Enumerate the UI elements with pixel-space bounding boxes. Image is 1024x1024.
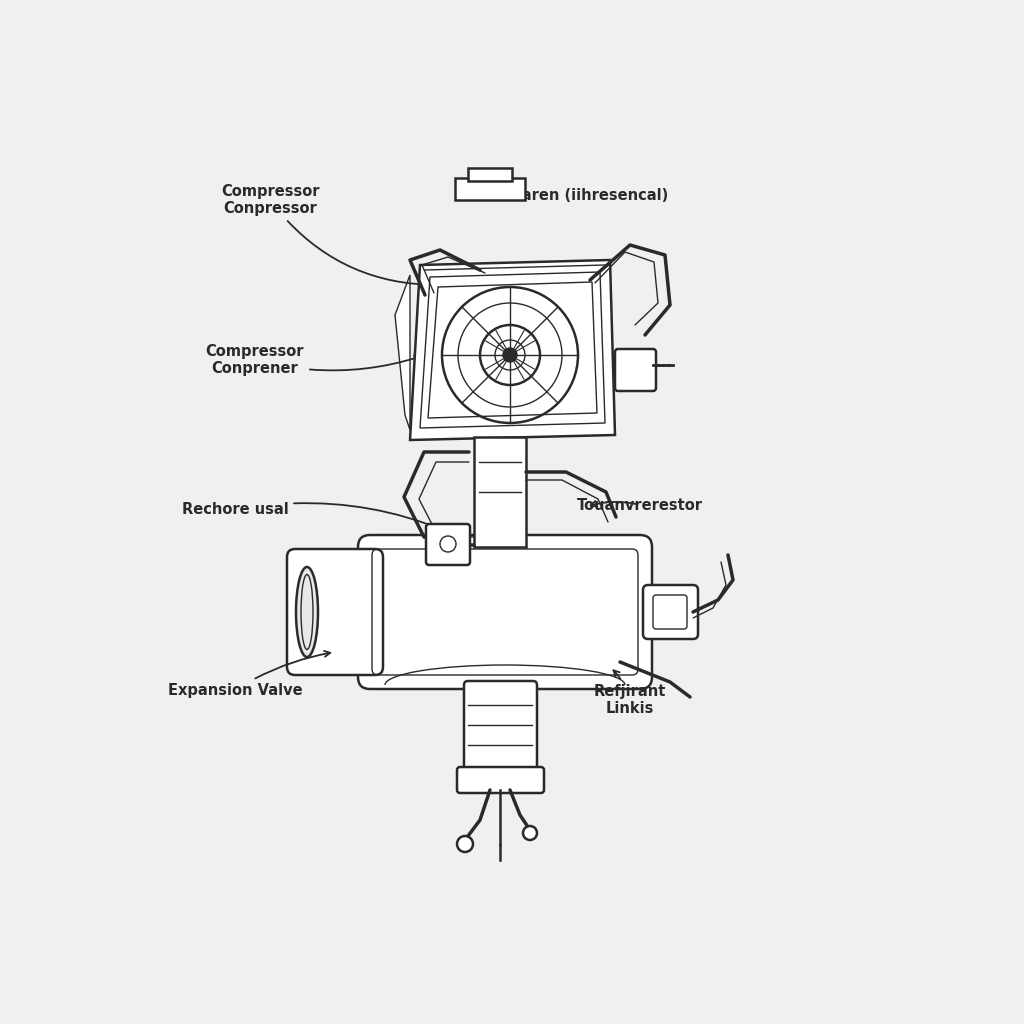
FancyBboxPatch shape [426, 524, 470, 565]
Circle shape [457, 836, 473, 852]
Text: Caren (iihresencal): Caren (iihresencal) [495, 185, 669, 203]
Bar [468, 168, 512, 181]
Bar [455, 178, 525, 200]
Text: Rechore usal: Rechore usal [181, 503, 443, 530]
Circle shape [523, 826, 537, 840]
FancyBboxPatch shape [464, 681, 537, 774]
FancyBboxPatch shape [287, 549, 383, 675]
FancyBboxPatch shape [643, 585, 698, 639]
Text: Refjirant
Linkis: Refjirant Linkis [594, 671, 667, 716]
Polygon shape [410, 260, 615, 440]
Circle shape [503, 348, 517, 362]
Bar [474, 437, 526, 547]
Ellipse shape [296, 567, 318, 657]
Text: Compressor
Conpressor: Compressor Conpressor [221, 183, 435, 288]
FancyBboxPatch shape [615, 349, 656, 391]
Text: Compressor
Conprener: Compressor Conprener [206, 344, 421, 376]
Text: Touanvrerestor: Touanvrerestor [577, 498, 703, 512]
Text: Expansion Valve: Expansion Valve [168, 651, 331, 697]
FancyBboxPatch shape [457, 767, 544, 793]
FancyBboxPatch shape [358, 535, 652, 689]
Polygon shape [395, 275, 410, 430]
